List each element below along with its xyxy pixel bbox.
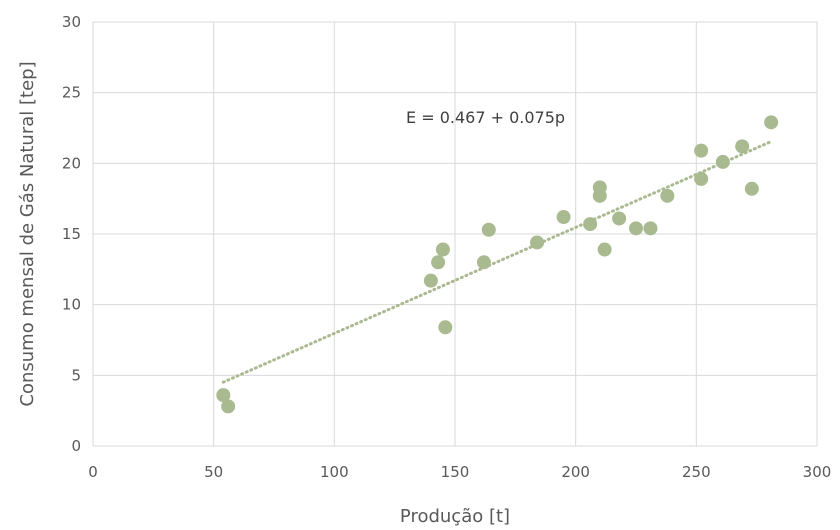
y-tick-label: 5 xyxy=(71,366,81,384)
data-point xyxy=(481,222,496,237)
data-points xyxy=(216,115,779,414)
trendline xyxy=(221,140,773,384)
data-point xyxy=(556,210,571,225)
data-point xyxy=(694,143,709,158)
y-tick-label: 0 xyxy=(71,437,81,455)
data-point xyxy=(660,188,675,203)
data-point xyxy=(435,242,450,257)
y-axis-title: Consumo mensal de Gás Natural [tep] xyxy=(17,61,38,406)
data-point xyxy=(431,255,446,270)
trendline-equation: E = 0.467 + 0.075p xyxy=(406,108,565,127)
y-tick-label: 30 xyxy=(62,13,81,31)
y-tick-label: 10 xyxy=(62,296,81,314)
data-point xyxy=(476,255,491,270)
data-point xyxy=(694,171,709,186)
x-tick-label: 100 xyxy=(320,463,349,481)
y-tick-label: 20 xyxy=(62,154,81,172)
data-point xyxy=(216,388,231,403)
data-point xyxy=(592,188,607,203)
data-point xyxy=(715,154,730,169)
y-tick-label: 15 xyxy=(62,225,81,243)
data-point xyxy=(530,235,545,250)
data-point xyxy=(735,139,750,154)
data-point xyxy=(438,320,453,335)
x-tick-label: 200 xyxy=(561,463,590,481)
x-tick-label: 150 xyxy=(441,463,470,481)
data-point xyxy=(643,221,658,236)
x-tick-label: 300 xyxy=(803,463,832,481)
data-point xyxy=(221,399,236,414)
y-tick-label: 25 xyxy=(62,84,81,102)
x-axis-title: Produção [t] xyxy=(400,506,510,527)
gridlines xyxy=(92,21,818,447)
trendline-group xyxy=(221,140,773,384)
x-tick-label: 250 xyxy=(682,463,711,481)
data-point xyxy=(583,217,598,232)
data-point xyxy=(612,211,627,226)
x-tick-label: 50 xyxy=(204,463,223,481)
data-point xyxy=(423,273,438,288)
data-point xyxy=(629,221,643,236)
tick-labels: 0 50 100 150 200 250 300 0 5 10 15 20 25 30 xyxy=(62,13,831,481)
data-point xyxy=(744,181,759,196)
x-tick-label: 0 xyxy=(88,463,98,481)
data-point xyxy=(597,242,612,257)
data-point xyxy=(764,115,779,130)
